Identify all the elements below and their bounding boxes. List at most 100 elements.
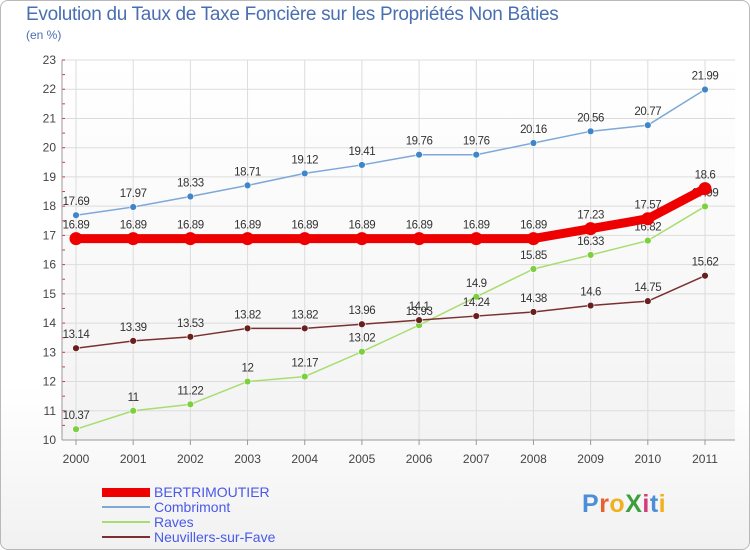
legend-swatch — [102, 536, 150, 538]
data-point — [644, 121, 652, 129]
data-label: 12 — [242, 363, 254, 375]
data-label: 15.85 — [520, 250, 547, 262]
data-point — [586, 301, 595, 310]
series-line — [75, 205, 706, 430]
data-point — [241, 232, 255, 246]
series-line — [75, 88, 706, 216]
data-point — [301, 324, 309, 333]
series-combrimont: 17.69 17.97 18.33 18.71 19.12 19.41 19.76 19.76… — [63, 71, 719, 219]
series-bertrimoutier: 16.89 16.89 16.89 16.89 16.89 16.89 16.89 16.89… — [63, 170, 716, 246]
data-point — [529, 308, 538, 316]
data-label: 16.89 — [406, 220, 433, 232]
x-tick-label: 2000 — [63, 452, 90, 466]
data-label: 17.23 — [577, 210, 604, 222]
data-label: 14.75 — [634, 282, 661, 294]
data-label: 17.69 — [63, 196, 90, 208]
series-line — [71, 184, 710, 244]
data-label: 17.97 — [120, 188, 147, 200]
data-label: 12.17 — [291, 358, 318, 370]
x-tick-label: 2002 — [177, 452, 204, 466]
data-label: 14.38 — [520, 293, 547, 305]
data-label: 13.82 — [234, 309, 261, 321]
data-point — [129, 337, 137, 345]
data-point — [529, 265, 538, 273]
data-label: 16.89 — [349, 220, 376, 232]
data-label: 19.76 — [406, 136, 433, 148]
x-tick-label: 2001 — [120, 452, 147, 466]
chart-title: Evolution du Taux de Taxe Foncière sur l… — [26, 4, 559, 25]
data-label: 18.6 — [695, 170, 716, 182]
logo-letter: i — [642, 490, 650, 518]
data-point — [129, 407, 137, 415]
data-point — [129, 203, 137, 211]
x-tick-label: 2008 — [520, 452, 547, 466]
data-point — [243, 181, 252, 190]
legend-swatch — [102, 521, 150, 523]
data-label: 18.71 — [234, 166, 261, 178]
data-point — [472, 293, 480, 301]
legend-swatch — [102, 506, 150, 508]
chart-subtitle: (en %) — [26, 28, 62, 42]
legend-label: Combrimont — [154, 499, 231, 515]
legend-swatch — [102, 488, 150, 497]
data-label: 14.9 — [466, 278, 487, 290]
data-label: 16.82 — [634, 222, 661, 234]
logo-letter: t — [649, 490, 659, 518]
data-label: 19.12 — [291, 154, 318, 166]
data-point — [183, 232, 197, 246]
y-tick-label: 15 — [43, 287, 57, 301]
data-point — [126, 232, 140, 246]
data-label: 14.24 — [463, 297, 491, 309]
data-label: 16.89 — [234, 220, 261, 232]
x-tick-label: 2006 — [406, 452, 433, 466]
y-tick-label: 14 — [43, 316, 57, 330]
data-point — [586, 251, 595, 259]
data-label: 14.1 — [409, 301, 430, 313]
data-label: 14.6 — [580, 287, 601, 299]
data-point — [186, 192, 195, 201]
legend-label: Raves — [154, 514, 194, 530]
logo-letter: X — [625, 490, 643, 518]
data-point — [584, 222, 598, 236]
data-point — [358, 320, 366, 328]
y-tick-label: 12 — [43, 375, 57, 389]
data-point — [586, 127, 595, 136]
data-label: 19.76 — [463, 136, 490, 148]
data-label: 18.33 — [177, 178, 204, 190]
data-label: 13.53 — [177, 318, 204, 330]
data-point — [72, 344, 80, 352]
data-point — [644, 297, 652, 305]
legend-label: BERTRIMOUTIER — [154, 484, 270, 500]
data-point — [701, 202, 709, 211]
y-tick-label: 11 — [44, 404, 57, 418]
data-label: 13.39 — [120, 322, 147, 334]
data-point — [243, 324, 252, 333]
logo-letter: r — [599, 490, 610, 518]
data-label: 17.57 — [634, 200, 661, 212]
y-tick-label: 23 — [43, 53, 57, 67]
x-tick-label: 2011 — [692, 452, 718, 466]
data-label: 19.41 — [349, 146, 376, 158]
data-point — [698, 182, 712, 196]
x-tick-label: 2005 — [349, 452, 376, 466]
data-label: 16.89 — [463, 220, 490, 232]
y-tick-label: 10 — [43, 433, 57, 447]
data-point — [472, 312, 480, 320]
logo-letter: P — [582, 490, 600, 518]
data-label: 16.89 — [177, 220, 204, 232]
data-label: 16.89 — [120, 220, 147, 232]
data-label: 16.89 — [291, 220, 318, 232]
data-label: 10.37 — [63, 410, 90, 422]
data-point — [72, 211, 80, 219]
data-point — [301, 372, 309, 381]
x-tick-label: 2004 — [291, 452, 318, 466]
data-label: 20.56 — [577, 112, 604, 124]
data-point — [641, 212, 655, 226]
data-label: 11.22 — [177, 385, 203, 397]
data-point — [186, 400, 195, 409]
data-label: 13.02 — [349, 333, 376, 345]
legend-label: Neuvillers-sur-Fave — [154, 529, 276, 545]
y-tick-label: 20 — [43, 141, 57, 155]
y-tick-label: 17 — [43, 228, 57, 242]
x-tick-label: 2007 — [463, 452, 490, 466]
